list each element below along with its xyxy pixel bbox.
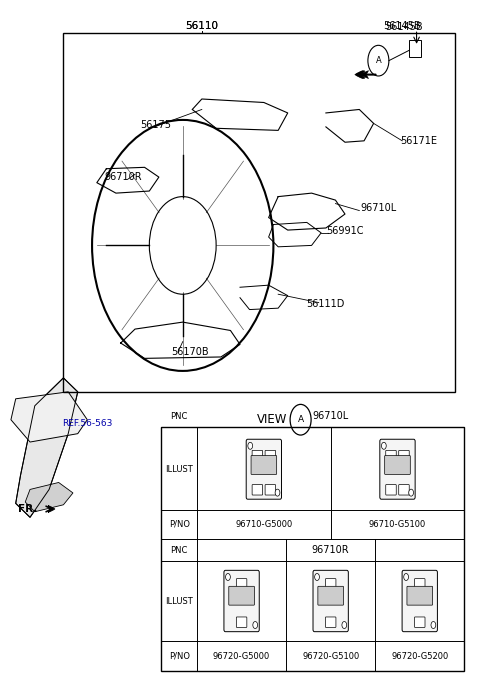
Circle shape (226, 573, 230, 580)
Text: 96720-G5000: 96720-G5000 (213, 652, 270, 661)
FancyBboxPatch shape (380, 439, 415, 499)
Text: 56175: 56175 (140, 120, 171, 130)
Circle shape (315, 573, 319, 580)
FancyBboxPatch shape (325, 617, 336, 627)
Text: P/NO: P/NO (168, 652, 190, 661)
Text: 56145B: 56145B (385, 22, 423, 32)
Text: 56110: 56110 (185, 21, 218, 31)
FancyBboxPatch shape (313, 570, 348, 631)
Text: 96710-G5100: 96710-G5100 (369, 520, 426, 528)
FancyBboxPatch shape (386, 484, 396, 495)
FancyBboxPatch shape (399, 484, 409, 495)
FancyBboxPatch shape (402, 570, 437, 631)
Text: 96720-G5100: 96720-G5100 (302, 652, 360, 661)
Bar (63, 33, 455, 392)
Text: 56991C: 56991C (326, 227, 363, 237)
Text: ILLUST: ILLUST (165, 465, 193, 474)
Text: 56171E: 56171E (400, 136, 437, 146)
Text: 96710R: 96710R (104, 172, 142, 182)
Text: 96710R: 96710R (312, 545, 349, 555)
Text: ILLUST: ILLUST (165, 596, 193, 606)
FancyBboxPatch shape (236, 617, 247, 627)
Circle shape (431, 622, 436, 629)
Text: 56110: 56110 (185, 21, 218, 31)
Text: PNC: PNC (170, 545, 188, 554)
FancyBboxPatch shape (252, 450, 263, 461)
FancyBboxPatch shape (252, 484, 263, 495)
Text: A: A (298, 415, 304, 424)
FancyBboxPatch shape (386, 450, 396, 461)
Text: FR.: FR. (18, 504, 37, 514)
FancyBboxPatch shape (318, 587, 344, 605)
Text: 96710L: 96710L (360, 204, 396, 214)
FancyBboxPatch shape (236, 579, 247, 589)
Circle shape (404, 573, 408, 580)
Text: 96710L: 96710L (312, 411, 349, 421)
Polygon shape (25, 482, 73, 512)
Circle shape (253, 622, 258, 629)
Text: 96720-G5200: 96720-G5200 (391, 652, 448, 661)
Bar (409, 40, 421, 57)
FancyBboxPatch shape (415, 579, 425, 589)
FancyBboxPatch shape (224, 570, 259, 631)
Circle shape (409, 489, 413, 496)
Text: A: A (375, 56, 381, 65)
FancyBboxPatch shape (265, 484, 276, 495)
Circle shape (275, 489, 280, 496)
FancyBboxPatch shape (384, 456, 410, 475)
FancyBboxPatch shape (407, 587, 432, 605)
Polygon shape (16, 378, 78, 517)
Text: 56170B: 56170B (171, 347, 208, 357)
FancyBboxPatch shape (251, 456, 276, 475)
Text: 96710-G5000: 96710-G5000 (235, 520, 292, 528)
Circle shape (248, 442, 252, 449)
Text: PNC: PNC (170, 412, 188, 421)
Text: P/NO: P/NO (168, 520, 190, 528)
FancyBboxPatch shape (325, 579, 336, 589)
FancyBboxPatch shape (229, 587, 254, 605)
Bar (161, 427, 464, 671)
Polygon shape (11, 392, 87, 442)
Circle shape (342, 622, 347, 629)
Text: VIEW: VIEW (257, 413, 287, 426)
FancyBboxPatch shape (399, 450, 409, 461)
Text: REF.56-563: REF.56-563 (62, 419, 113, 428)
Text: 56145B: 56145B (383, 21, 421, 31)
FancyBboxPatch shape (265, 450, 276, 461)
FancyBboxPatch shape (246, 439, 281, 499)
FancyBboxPatch shape (415, 617, 425, 627)
Text: 56111D: 56111D (306, 299, 344, 309)
Circle shape (382, 442, 386, 449)
